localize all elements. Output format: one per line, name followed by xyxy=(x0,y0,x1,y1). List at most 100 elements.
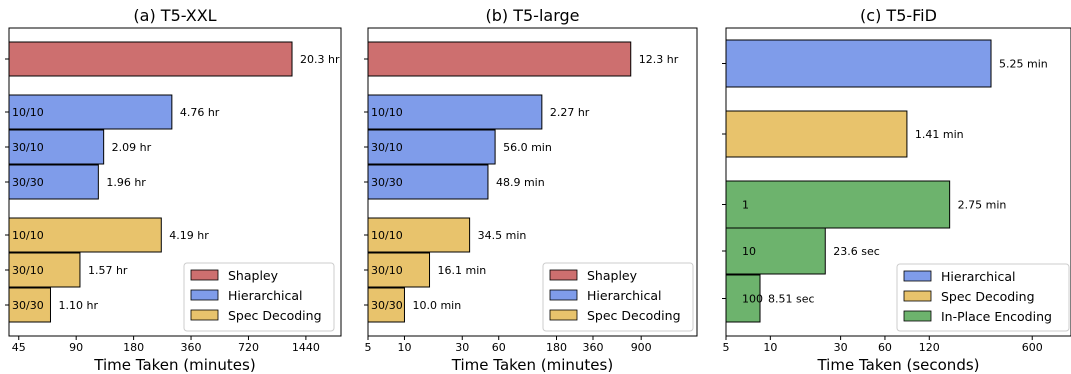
chart-title: (a) T5-XXL xyxy=(133,6,216,25)
x-tick-label: 360 xyxy=(181,341,202,354)
chart-title: (b) T5-large xyxy=(486,6,580,25)
bar xyxy=(8,287,51,323)
bar-label: 10/10 xyxy=(371,106,403,119)
x-tick-label: 360 xyxy=(582,341,603,354)
bar-label: 1 xyxy=(742,199,749,212)
legend-box xyxy=(896,263,1070,332)
legend-entry: Hierarchical xyxy=(587,288,662,303)
legend-swatch xyxy=(549,289,578,301)
plot-frame xyxy=(8,27,342,337)
x-tick-label: 180 xyxy=(546,341,567,354)
bar-label: 30/30 xyxy=(371,176,403,189)
bar xyxy=(367,217,471,253)
chart-title: (c) T5-FiD xyxy=(860,6,937,25)
value-label: 4.19 hr xyxy=(169,229,209,242)
legend-swatch xyxy=(549,309,578,321)
bar-label: 30/30 xyxy=(12,299,44,312)
x-axis-label: Time Taken (minutes) xyxy=(93,356,255,374)
legend: Hierarchical Spec Decoding In-Place Encodi… xyxy=(896,263,1070,332)
bar-label: 30/10 xyxy=(12,141,44,154)
x-tick-label: 180 xyxy=(123,341,144,354)
x-tick-label: 45 xyxy=(12,341,26,354)
value-label: 8.51 sec xyxy=(768,293,815,306)
bar xyxy=(725,39,992,88)
value-label: 1.10 hr xyxy=(58,299,98,312)
bar-label: 30/10 xyxy=(371,264,403,277)
x-tick-label: 5 xyxy=(723,341,730,354)
legend-box xyxy=(542,262,694,332)
bar xyxy=(725,110,908,158)
bar xyxy=(8,252,81,288)
value-label: 1.96 hr xyxy=(106,176,146,189)
legend-entry: Hierarchical xyxy=(941,269,1016,284)
value-label: 1.57 hr xyxy=(88,264,128,277)
value-label: 4.76 hr xyxy=(180,106,220,119)
value-label: 34.5 min xyxy=(478,229,527,242)
bar xyxy=(725,180,951,229)
bar xyxy=(8,129,105,165)
legend-swatch xyxy=(903,270,932,282)
plot-frame xyxy=(367,27,698,337)
bar xyxy=(8,164,99,200)
x-tick-label: 10 xyxy=(397,341,411,354)
x-tick-label: 5 xyxy=(365,341,372,354)
x-tick-label: 1440 xyxy=(292,341,320,354)
bar xyxy=(367,94,543,130)
legend-entry: Shapley xyxy=(228,268,279,283)
bar-label: 10/10 xyxy=(371,229,403,242)
bar-label: 30/10 xyxy=(12,264,44,277)
legend-box xyxy=(183,262,335,332)
value-label: 1.41 min xyxy=(915,128,964,141)
chart-panel-3: (c) T5-FiD 5.25 min 1.41 min 1 2.75 min 10 23.… xyxy=(722,6,1071,374)
chart-panel-1: (a) T5-XXL 20.3 hr 10/10 4.76 hr 30/10 2.09 h… xyxy=(5,6,342,374)
plot-frame xyxy=(725,27,1071,337)
legend-entry: Spec Decoding xyxy=(228,308,322,323)
x-tick-label: 900 xyxy=(631,341,652,354)
bar xyxy=(8,94,173,130)
value-label: 16.1 min xyxy=(438,264,487,277)
x-tick-label: 90 xyxy=(69,341,83,354)
value-label: 12.3 hr xyxy=(639,53,679,66)
legend-entry: Hierarchical xyxy=(228,288,303,303)
value-label: 48.9 min xyxy=(496,176,545,189)
bar xyxy=(725,227,826,275)
value-label: 23.6 sec xyxy=(833,245,880,258)
legend-swatch xyxy=(549,269,578,281)
legend-swatch xyxy=(190,309,219,321)
bar xyxy=(367,287,405,323)
legend-entry: Spec Decoding xyxy=(587,308,681,323)
bar-label: 30/30 xyxy=(12,176,44,189)
legend: Shapley Hierarchical Spec Decoding xyxy=(542,262,694,332)
legend-swatch xyxy=(190,269,219,281)
bar-label: 10 xyxy=(742,245,756,258)
bar xyxy=(367,164,489,200)
x-tick-label: 10 xyxy=(763,341,777,354)
x-tick-label: 30 xyxy=(455,341,469,354)
bar-label: 100 xyxy=(742,293,763,306)
x-tick-label: 30 xyxy=(834,341,848,354)
bar-label: 10/10 xyxy=(12,229,44,242)
legend-entry: Shapley xyxy=(587,268,638,283)
x-axis-label: Time Taken (seconds) xyxy=(816,356,979,374)
legend-entry: Spec Decoding xyxy=(941,289,1035,304)
legend-swatch xyxy=(190,289,219,301)
legend-entry: In-Place Encoding xyxy=(941,309,1052,324)
bar xyxy=(8,41,293,77)
value-label: 2.27 hr xyxy=(550,106,590,119)
x-tick-label: 720 xyxy=(238,341,259,354)
value-label: 5.25 min xyxy=(999,58,1048,71)
bar xyxy=(367,41,632,77)
bar-label: 30/10 xyxy=(371,141,403,154)
value-label: 56.0 min xyxy=(503,141,552,154)
value-label: 2.09 hr xyxy=(112,141,152,154)
bar xyxy=(367,129,496,165)
x-tick-label: 60 xyxy=(878,341,892,354)
bar-label: 10/10 xyxy=(12,106,44,119)
chart-panel-2: (b) T5-large 12.3 hr 10/10 2.27 hr 30/10 56.0… xyxy=(364,6,698,374)
bar-label: 30/30 xyxy=(371,299,403,312)
x-tick-label: 120 xyxy=(919,341,940,354)
x-axis-label: Time Taken (minutes) xyxy=(451,356,613,374)
value-label: 10.0 min xyxy=(412,299,461,312)
legend-swatch xyxy=(903,290,932,302)
